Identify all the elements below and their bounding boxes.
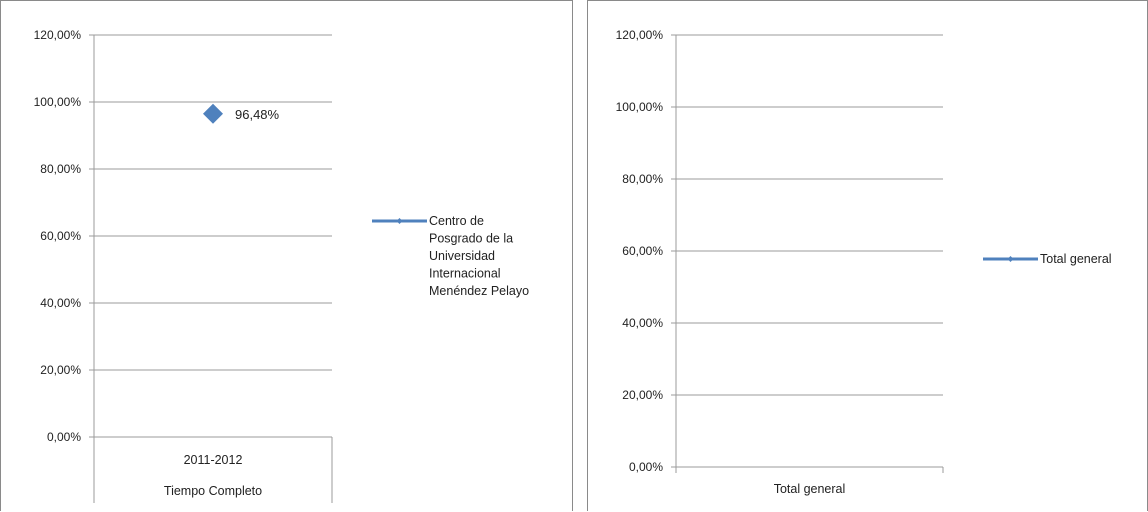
y-tick-label: 60,00%: [40, 229, 81, 243]
y-tick-label: 40,00%: [622, 316, 663, 330]
legend-marker: [396, 218, 403, 224]
y-tick-label: 120,00%: [34, 28, 82, 42]
y-tick-label: 20,00%: [40, 363, 81, 377]
y-tick-label: 0,00%: [629, 460, 663, 474]
legend-label-line: Universidad: [429, 249, 495, 263]
y-tick-label: 0,00%: [47, 430, 81, 444]
chart-panel-right: 0,00% 20,00% 40,00% 60,00% 80,00% 100,00% 120,…: [587, 0, 1148, 511]
legend-label-line: Internacional: [429, 267, 501, 281]
legend-marker: [1007, 256, 1014, 262]
legend-label-line: Menéndez Pelayo: [429, 284, 529, 298]
y-tick-label: 100,00%: [34, 95, 82, 109]
y-tick-label: 40,00%: [40, 296, 81, 310]
y-tick-label: 20,00%: [622, 388, 663, 402]
y-tick-label: 80,00%: [622, 172, 663, 186]
y-tick-label: 120,00%: [616, 28, 664, 42]
chart-panel-left: 0,00% 20,00% 40,00% 60,00% 80,00% 100,00% 120,…: [0, 0, 573, 511]
legend-label-line: Posgrado de la: [429, 232, 513, 246]
legend-label: Total general: [1040, 252, 1112, 266]
x-category-group-label: Tiempo Completo: [164, 484, 262, 498]
data-point-marker: [203, 103, 223, 124]
y-tick-label: 80,00%: [40, 162, 81, 176]
x-category-label: 2011-2012: [184, 453, 243, 467]
chart-left-plot: 0,00% 20,00% 40,00% 60,00% 80,00% 100,00% 120,…: [34, 28, 529, 503]
data-label: 96,48%: [235, 107, 280, 122]
legend-label-line: Centro de: [429, 214, 484, 228]
y-tick-label: 60,00%: [622, 244, 663, 258]
chart-right-plot: 0,00% 20,00% 40,00% 60,00% 80,00% 100,00% 120,…: [616, 28, 1112, 496]
y-tick-label: 100,00%: [616, 100, 664, 114]
x-category-label: Total general: [774, 482, 846, 496]
